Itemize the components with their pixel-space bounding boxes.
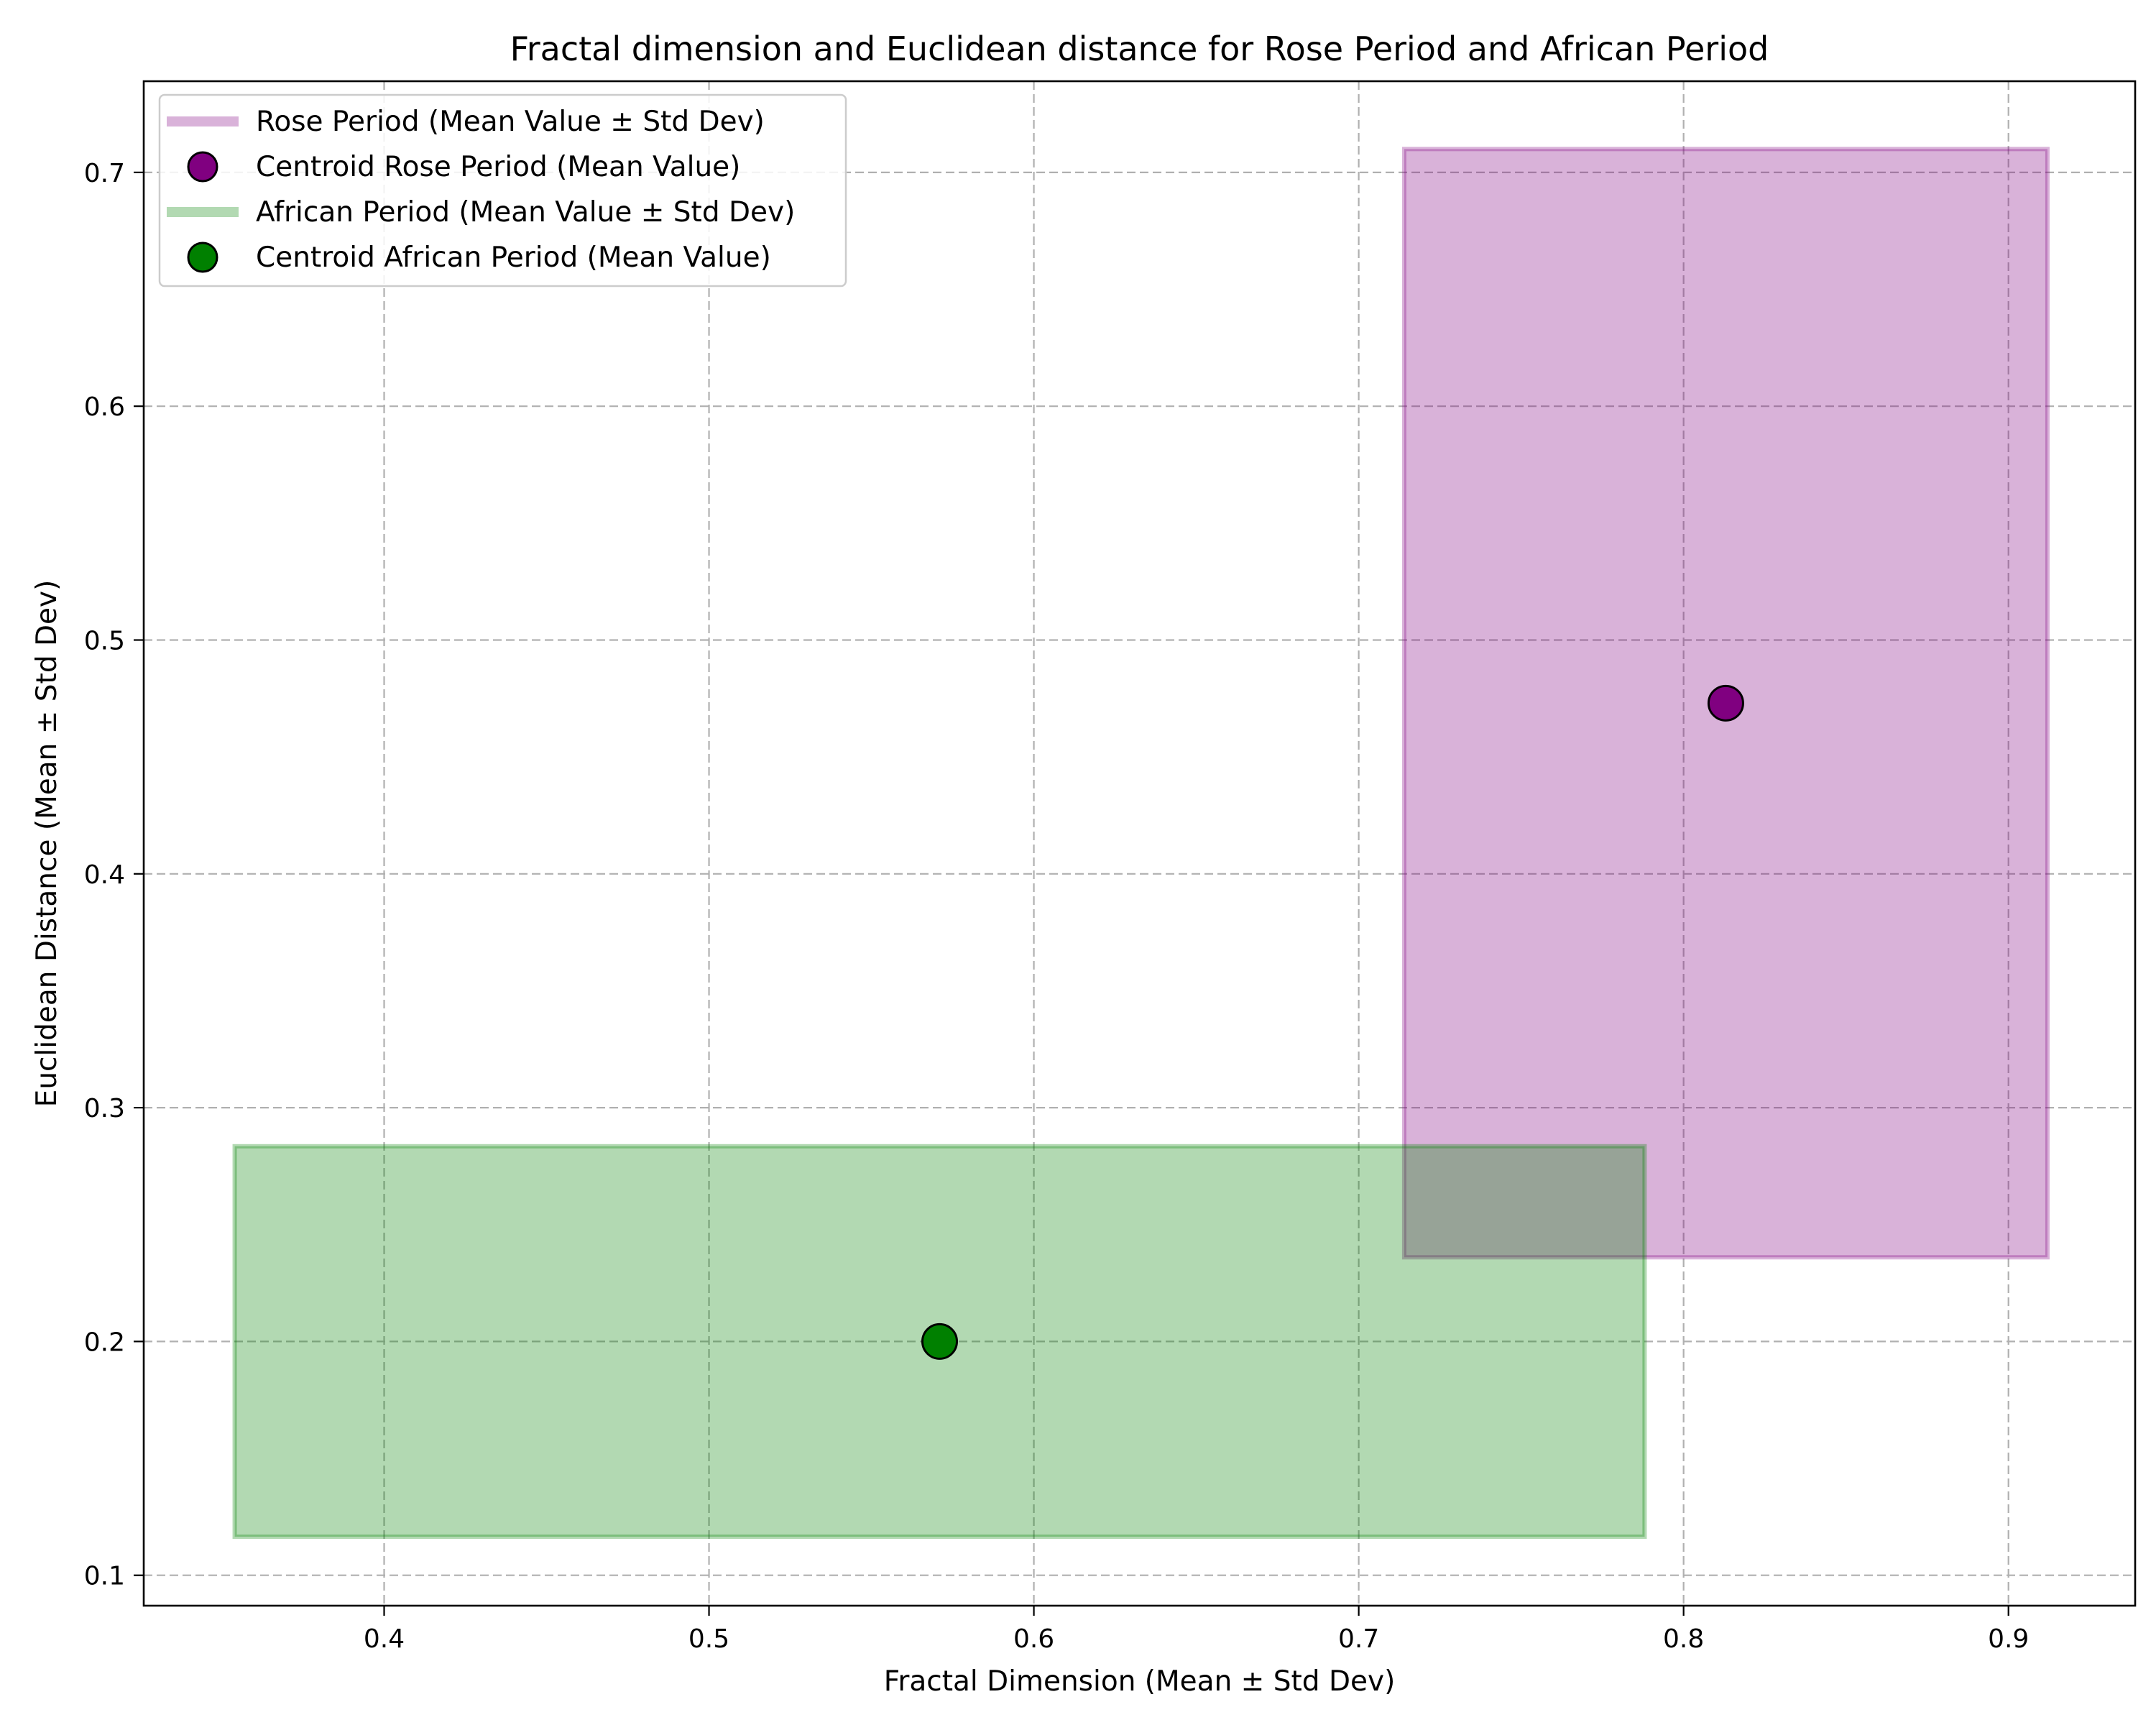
centroid-marker-african-period xyxy=(921,1322,958,1360)
legend-box xyxy=(158,93,847,288)
y-tick-label-0.3: 0.3 xyxy=(84,1094,125,1123)
x-axis-label: Fractal Dimension (Mean ± Std Dev) xyxy=(884,1665,1396,1698)
legend-label-box-african-period: African Period (Mean Value ± Std Dev) xyxy=(256,196,795,229)
legend-label-centroid-african-period: Centroid African Period (Mean Value) xyxy=(256,242,771,274)
y-tick-label-0.6: 0.6 xyxy=(84,392,125,422)
x-tick-label-0.4: 0.4 xyxy=(364,1624,405,1654)
y-tick-label-0.4: 0.4 xyxy=(84,860,125,890)
y-axis-label: Euclidean Distance (Mean ± Std Dev) xyxy=(31,580,63,1108)
legend-swatch-centroid-rose-period xyxy=(187,151,218,183)
x-tick-label-0.7: 0.7 xyxy=(1338,1624,1379,1654)
x-tick-label-0.9: 0.9 xyxy=(1988,1624,2029,1654)
legend-label-box-rose-period: Rose Period (Mean Value ± Std Dev) xyxy=(256,106,765,138)
y-tick-label-0.5: 0.5 xyxy=(84,626,125,656)
y-tick-label-0.1: 0.1 xyxy=(84,1562,125,1591)
plot-frame xyxy=(142,80,2137,1607)
y-tick-label-0.7: 0.7 xyxy=(84,159,125,188)
x-tick-label-0.5: 0.5 xyxy=(688,1624,729,1654)
x-tick-label-0.8: 0.8 xyxy=(1663,1624,1704,1654)
legend: Rose Period (Mean Value ± Std Dev) Centro… xyxy=(158,93,847,288)
legend-label-centroid-rose-period: Centroid Rose Period (Mean Value) xyxy=(256,151,740,183)
centroid-marker-rose-period xyxy=(1707,684,1744,722)
centroids xyxy=(921,684,1744,1360)
x-tick-label-0.6: 0.6 xyxy=(1013,1624,1054,1654)
legend-swatch-centroid-african-period xyxy=(187,242,218,273)
y-tick-label-0.2: 0.2 xyxy=(84,1328,125,1357)
axis-ticks: 0.4 0.5 0.6 0.7 0.8 0.9 0.1 0.2 0.3 0.4 0.5 0.6 0.7 xyxy=(84,159,2030,1654)
chart-title: Fractal dimension and Euclidean distance… xyxy=(510,29,1769,68)
